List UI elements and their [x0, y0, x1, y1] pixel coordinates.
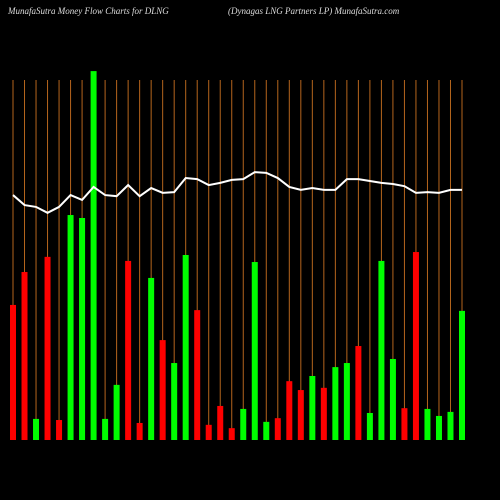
bar	[148, 277, 155, 440]
bar	[343, 363, 350, 440]
bar	[33, 418, 40, 440]
bar	[263, 421, 270, 440]
bar	[459, 310, 465, 440]
line	[12, 171, 462, 214]
bar	[401, 408, 408, 440]
bar	[251, 262, 258, 440]
bar	[21, 272, 28, 440]
bar	[90, 71, 97, 441]
bar	[332, 367, 339, 440]
bar	[79, 218, 86, 440]
bar	[240, 408, 247, 440]
bar	[412, 252, 419, 440]
bar	[274, 418, 281, 440]
chart-title: MunafaSutra Money Flow Charts for DLNG	[7, 6, 169, 16]
bar	[102, 418, 109, 440]
bar	[378, 260, 385, 440]
bar	[424, 408, 431, 440]
bar	[44, 256, 51, 440]
bar	[125, 260, 132, 440]
bar	[10, 304, 16, 440]
bar	[194, 310, 201, 440]
bar	[171, 363, 178, 440]
bar	[286, 381, 293, 440]
bar	[136, 422, 143, 440]
bar	[56, 420, 63, 440]
bar	[447, 411, 454, 440]
bar	[113, 384, 120, 440]
bar	[159, 340, 166, 440]
bar	[217, 405, 224, 440]
chart-subtitle: (Dynagas LNG Partners LP) MunafaSutra.co…	[228, 6, 400, 16]
bar	[389, 358, 396, 440]
bar	[67, 215, 74, 440]
bar	[366, 412, 373, 440]
bar	[435, 415, 442, 440]
bar	[309, 375, 316, 440]
bar	[228, 428, 235, 440]
bar	[182, 255, 189, 440]
bar	[355, 346, 362, 440]
bar	[297, 390, 304, 440]
bar	[205, 424, 212, 440]
bar	[320, 387, 327, 440]
